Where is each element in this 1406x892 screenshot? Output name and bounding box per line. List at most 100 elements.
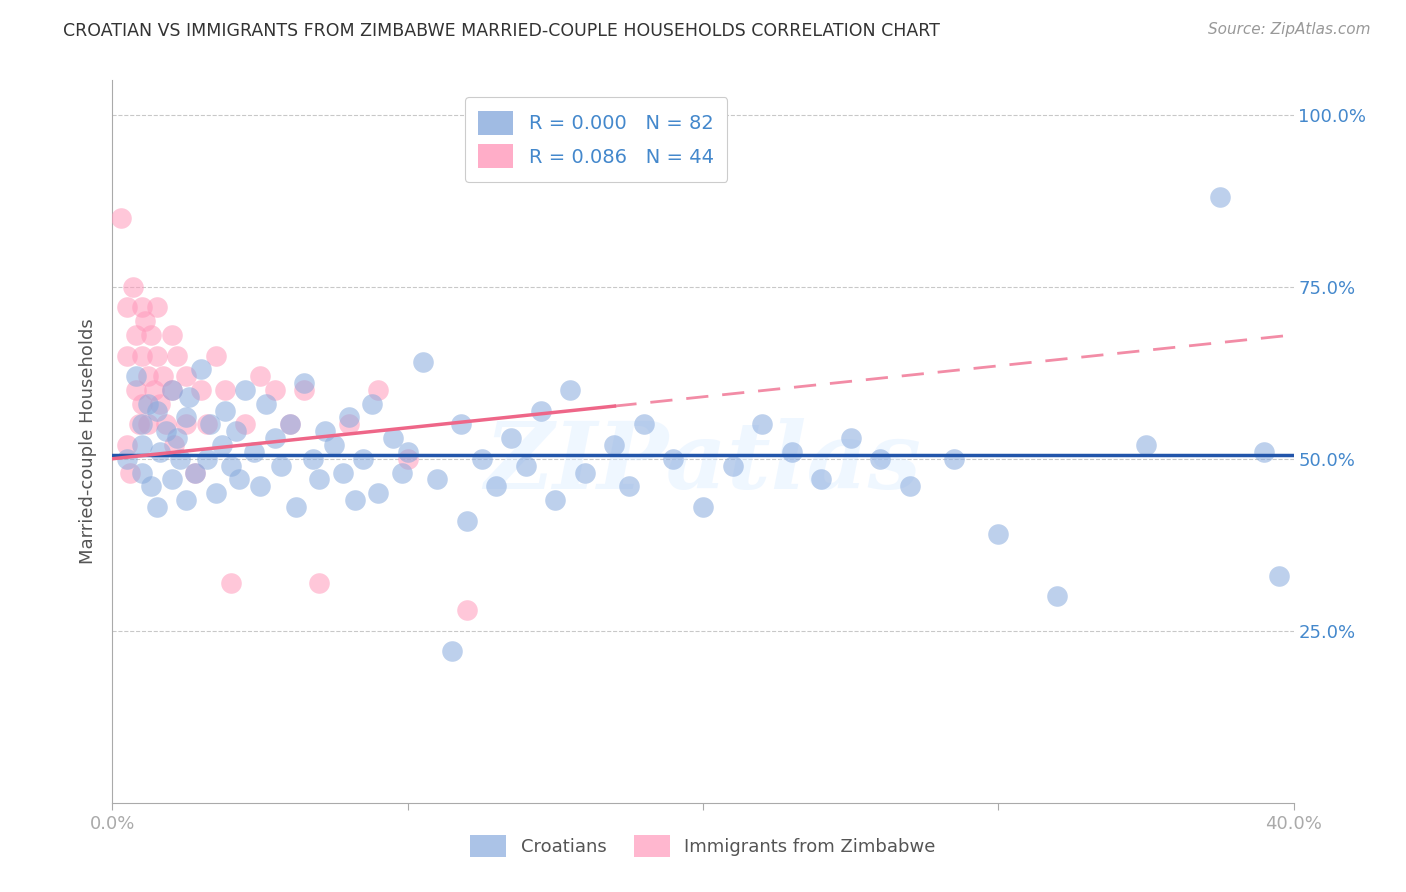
Point (149, 397, 172, 411)
Point (174, 369, 197, 384)
Point (243, 445, 266, 459)
Point (411, 355, 433, 369)
Point (515, 458, 537, 473)
Text: CROATIAN VS IMMIGRANTS FROM ZIMBABWE MARRIED-COUPLE HOUSEHOLDS CORRELATION CHART: CROATIAN VS IMMIGRANTS FROM ZIMBABWE MAR… (63, 22, 941, 40)
Point (134, 314, 156, 328)
Point (131, 301, 153, 315)
Point (152, 369, 174, 384)
Point (146, 500, 169, 514)
Point (219, 458, 242, 473)
Point (278, 417, 301, 432)
Point (529, 403, 551, 417)
Point (233, 417, 256, 432)
Point (142, 383, 165, 397)
Point (284, 500, 307, 514)
Point (456, 514, 478, 528)
Point (485, 479, 508, 493)
Point (136, 369, 159, 384)
Point (264, 431, 287, 445)
Point (125, 369, 148, 384)
Point (184, 466, 207, 480)
Point (780, 445, 803, 459)
Point (195, 451, 218, 466)
Point (839, 431, 862, 445)
Point (214, 383, 236, 397)
Point (166, 431, 188, 445)
Point (125, 383, 148, 397)
Point (264, 383, 287, 397)
Point (120, 466, 142, 480)
Point (190, 362, 212, 376)
Point (160, 327, 183, 342)
Point (544, 493, 567, 508)
Point (110, 211, 132, 225)
Point (117, 451, 138, 466)
Point (367, 383, 389, 397)
Point (146, 301, 169, 315)
Point (332, 466, 354, 480)
Point (456, 603, 478, 617)
Point (391, 466, 413, 480)
Point (205, 349, 228, 363)
Point (131, 417, 153, 432)
Point (662, 451, 685, 466)
Point (1268, 568, 1291, 582)
Point (146, 403, 169, 417)
Point (426, 472, 449, 486)
Point (396, 445, 419, 459)
Point (1046, 590, 1069, 604)
Point (337, 410, 360, 425)
Point (205, 486, 228, 500)
Point (131, 438, 153, 452)
Point (308, 575, 330, 590)
Text: Source: ZipAtlas.com: Source: ZipAtlas.com (1208, 22, 1371, 37)
Point (225, 424, 247, 438)
Point (136, 397, 159, 411)
Point (987, 527, 1010, 541)
Point (160, 383, 183, 397)
Point (233, 383, 256, 397)
Point (314, 424, 336, 438)
Point (131, 349, 153, 363)
Point (441, 644, 464, 658)
Point (174, 493, 197, 508)
Point (160, 472, 183, 486)
Point (751, 417, 773, 432)
Point (139, 327, 162, 342)
Point (942, 451, 965, 466)
Point (619, 479, 641, 493)
Point (337, 417, 360, 432)
Point (352, 451, 374, 466)
Point (211, 438, 233, 452)
Legend: Croatians, Immigrants from Zimbabwe: Croatians, Immigrants from Zimbabwe (461, 826, 945, 866)
Point (898, 479, 921, 493)
Point (692, 500, 714, 514)
Point (574, 466, 596, 480)
Point (450, 417, 472, 432)
Point (1208, 190, 1232, 204)
Point (810, 472, 832, 486)
Point (155, 424, 177, 438)
Point (254, 397, 277, 411)
Point (117, 349, 138, 363)
Point (169, 451, 191, 466)
Point (278, 417, 301, 432)
Point (249, 369, 271, 384)
Point (195, 417, 218, 432)
Point (361, 397, 384, 411)
Point (558, 383, 582, 397)
Point (190, 383, 212, 397)
Point (160, 383, 183, 397)
Point (721, 458, 744, 473)
Point (382, 431, 405, 445)
Point (292, 376, 315, 390)
Point (198, 417, 221, 432)
Text: ZIPatlas: ZIPatlas (485, 418, 921, 508)
Point (396, 451, 419, 466)
Point (633, 417, 655, 432)
Point (136, 417, 159, 432)
Point (367, 486, 389, 500)
Point (1253, 445, 1275, 459)
Point (323, 438, 346, 452)
Point (179, 390, 201, 404)
